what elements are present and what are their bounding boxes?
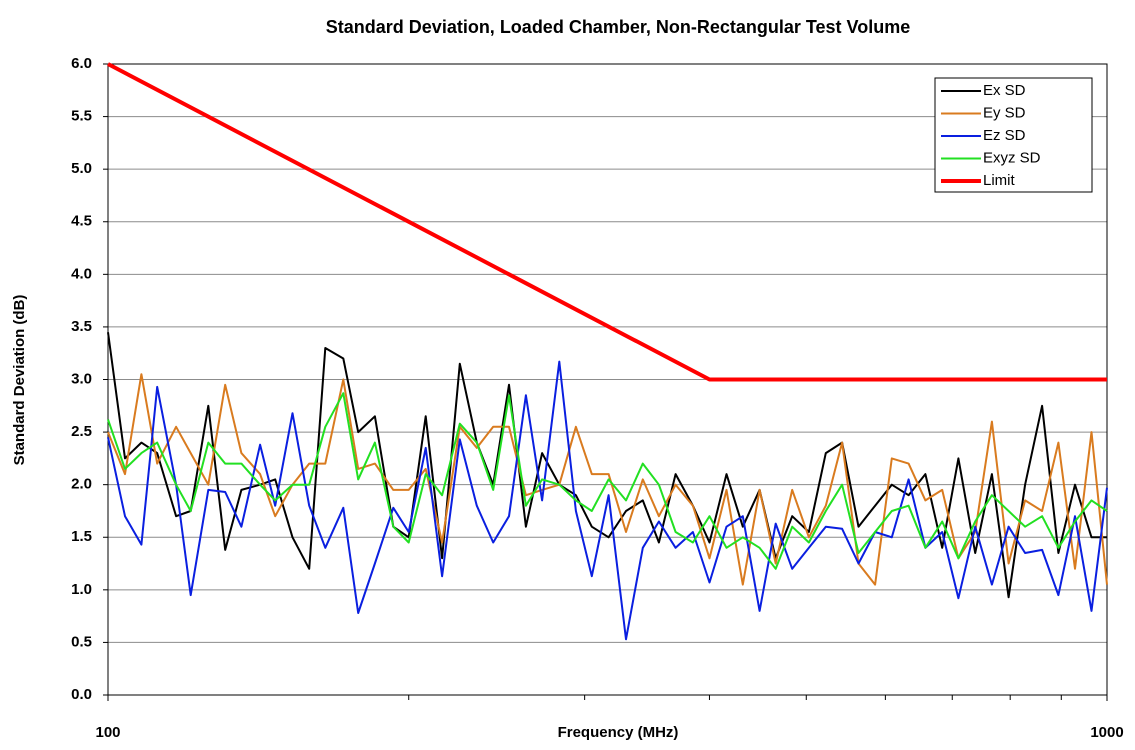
legend-label: Ey SD [983, 104, 1026, 121]
legend-label: Ez SD [983, 127, 1026, 144]
y-tick-label: 3.5 [71, 318, 92, 335]
y-tick-label: 4.5 [71, 213, 92, 230]
y-tick-label: 5.5 [71, 108, 92, 125]
series-line [107, 392, 1108, 570]
y-tick-label: 2.5 [71, 423, 92, 440]
x-tick-label: 100 [95, 724, 120, 741]
x-axis-label: Frequency (MHz) [558, 724, 679, 741]
y-tick-label: 6.0 [71, 55, 92, 72]
series-line [107, 373, 1108, 586]
legend-label: Exyz SD [983, 149, 1041, 166]
y-tick-label: 1.0 [71, 581, 92, 598]
legend-label: Ex SD [983, 82, 1026, 99]
legend-label: Limit [983, 172, 1016, 189]
y-tick-label: 2.0 [71, 476, 92, 493]
y-tick-label: 3.0 [71, 370, 92, 387]
y-tick-label: 1.5 [71, 528, 92, 545]
series-line [107, 62, 1107, 382]
chart-title: Standard Deviation, Loaded Chamber, Non-… [326, 17, 910, 37]
y-axis-label: Standard Deviation (dB) [11, 295, 28, 466]
series-line [107, 332, 1107, 599]
y-tick-label: 5.0 [71, 160, 92, 177]
y-tick-label: 4.0 [71, 265, 92, 282]
x-tick-label: 1000 [1090, 724, 1123, 741]
series-line [107, 360, 1108, 641]
y-tick-label: 0.0 [71, 686, 92, 703]
y-tick-label: 0.5 [71, 633, 92, 650]
